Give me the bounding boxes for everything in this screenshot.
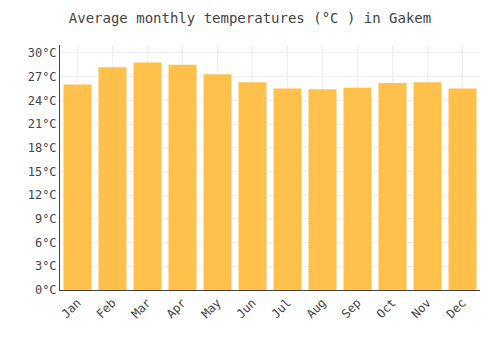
svg-text:Jul: Jul [269,296,294,321]
svg-text:Oct: Oct [374,296,399,321]
svg-text:Mar: Mar [129,296,154,321]
svg-text:6°C: 6°C [35,236,57,250]
svg-text:Jan: Jan [59,296,84,321]
svg-text:18°C: 18°C [28,141,57,155]
svg-text:24°C: 24°C [28,94,57,108]
svg-text:Jun: Jun [234,296,259,321]
svg-text:May: May [199,296,224,321]
svg-text:9°C: 9°C [35,212,57,226]
svg-text:Nov: Nov [409,296,434,321]
svg-text:3°C: 3°C [35,259,57,273]
svg-text:Average monthly temperatures (: Average monthly temperatures (°C ) in Ga… [69,10,431,26]
svg-text:Apr: Apr [164,296,189,321]
svg-text:30°C: 30°C [28,46,57,60]
svg-text:27°C: 27°C [28,70,57,84]
svg-text:Feb: Feb [94,296,119,321]
svg-text:0°C: 0°C [35,283,57,297]
svg-text:Sep: Sep [339,296,364,321]
svg-text:Aug: Aug [304,296,329,321]
svg-text:12°C: 12°C [28,188,57,202]
svg-text:Dec: Dec [444,296,469,321]
svg-text:15°C: 15°C [28,165,57,179]
svg-text:21°C: 21°C [28,117,57,131]
